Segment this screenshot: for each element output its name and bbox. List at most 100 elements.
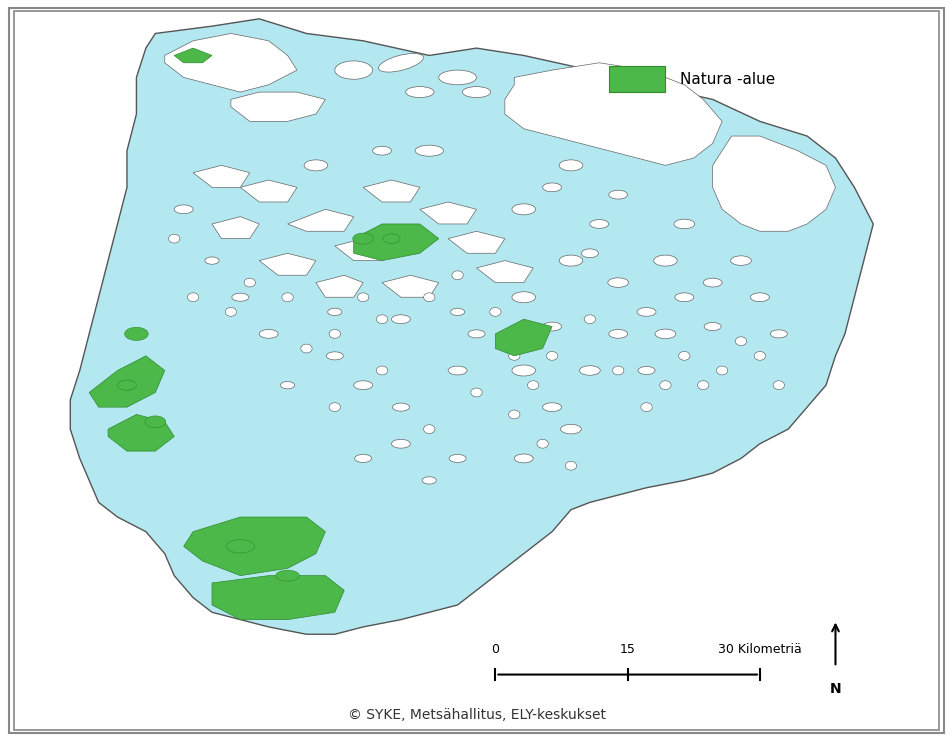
Ellipse shape <box>448 454 466 462</box>
Polygon shape <box>108 414 174 451</box>
Polygon shape <box>363 180 420 202</box>
Circle shape <box>423 293 434 302</box>
Ellipse shape <box>542 403 561 411</box>
Ellipse shape <box>280 382 294 389</box>
Ellipse shape <box>749 293 768 302</box>
Polygon shape <box>447 231 505 253</box>
Circle shape <box>357 293 368 302</box>
Circle shape <box>423 425 434 433</box>
Polygon shape <box>230 92 325 122</box>
Polygon shape <box>495 319 551 356</box>
Ellipse shape <box>560 425 581 434</box>
Ellipse shape <box>769 330 786 338</box>
Polygon shape <box>420 202 476 224</box>
Circle shape <box>282 293 293 302</box>
Polygon shape <box>334 239 391 261</box>
Circle shape <box>659 381 670 390</box>
Circle shape <box>451 271 463 279</box>
Ellipse shape <box>589 219 608 228</box>
Ellipse shape <box>392 403 409 411</box>
Circle shape <box>328 330 340 338</box>
Ellipse shape <box>730 256 750 265</box>
Ellipse shape <box>581 249 598 258</box>
Ellipse shape <box>511 365 535 376</box>
Ellipse shape <box>703 278 722 287</box>
Ellipse shape <box>372 146 391 155</box>
Ellipse shape <box>117 380 136 391</box>
Ellipse shape <box>334 61 372 79</box>
Text: N: N <box>829 682 841 696</box>
Ellipse shape <box>231 293 248 302</box>
Circle shape <box>508 351 520 360</box>
Ellipse shape <box>608 190 627 199</box>
Ellipse shape <box>653 255 677 266</box>
Circle shape <box>772 381 783 390</box>
Ellipse shape <box>327 308 342 316</box>
Polygon shape <box>353 224 438 261</box>
Text: 15: 15 <box>619 643 635 657</box>
Ellipse shape <box>608 330 627 338</box>
Ellipse shape <box>462 87 490 98</box>
Ellipse shape <box>511 204 535 215</box>
Polygon shape <box>211 216 259 239</box>
Polygon shape <box>193 165 249 187</box>
Ellipse shape <box>145 416 166 428</box>
Polygon shape <box>165 33 297 92</box>
Ellipse shape <box>450 308 465 316</box>
Ellipse shape <box>511 292 535 303</box>
Ellipse shape <box>542 183 561 192</box>
Ellipse shape <box>542 322 561 331</box>
Ellipse shape <box>391 439 410 448</box>
Ellipse shape <box>304 160 327 171</box>
Ellipse shape <box>205 257 219 265</box>
Polygon shape <box>211 576 344 619</box>
Circle shape <box>697 381 708 390</box>
Polygon shape <box>240 180 297 202</box>
Polygon shape <box>89 356 165 407</box>
Circle shape <box>489 308 501 316</box>
Polygon shape <box>184 517 325 576</box>
Circle shape <box>470 388 482 397</box>
Circle shape <box>536 439 547 448</box>
Ellipse shape <box>467 330 485 338</box>
Ellipse shape <box>415 145 443 156</box>
Ellipse shape <box>275 570 299 581</box>
Circle shape <box>584 315 595 324</box>
Circle shape <box>169 234 180 243</box>
Ellipse shape <box>438 70 476 84</box>
Circle shape <box>735 337 745 345</box>
Circle shape <box>376 366 387 375</box>
Ellipse shape <box>674 293 693 302</box>
Polygon shape <box>505 63 722 165</box>
Ellipse shape <box>378 53 423 72</box>
Ellipse shape <box>226 539 254 553</box>
Ellipse shape <box>638 367 654 374</box>
Polygon shape <box>476 261 532 282</box>
Ellipse shape <box>422 476 436 484</box>
Circle shape <box>753 351 764 360</box>
Ellipse shape <box>259 330 278 338</box>
Ellipse shape <box>125 328 149 340</box>
Ellipse shape <box>514 454 532 463</box>
Text: 30 Kilometriä: 30 Kilometriä <box>717 643 801 657</box>
Ellipse shape <box>637 308 655 316</box>
Ellipse shape <box>654 329 675 339</box>
Ellipse shape <box>559 255 583 266</box>
Ellipse shape <box>354 454 371 462</box>
Circle shape <box>716 366 727 375</box>
Ellipse shape <box>326 352 343 360</box>
Ellipse shape <box>174 205 193 213</box>
Ellipse shape <box>673 219 694 229</box>
Circle shape <box>376 315 387 324</box>
Polygon shape <box>288 209 353 231</box>
Ellipse shape <box>406 87 433 98</box>
Circle shape <box>301 344 312 353</box>
Circle shape <box>640 403 651 411</box>
Polygon shape <box>382 275 438 297</box>
Bar <box>608 67 664 92</box>
Ellipse shape <box>353 381 372 390</box>
Circle shape <box>565 462 576 470</box>
Circle shape <box>527 381 538 390</box>
Polygon shape <box>315 275 363 297</box>
Ellipse shape <box>383 234 400 243</box>
